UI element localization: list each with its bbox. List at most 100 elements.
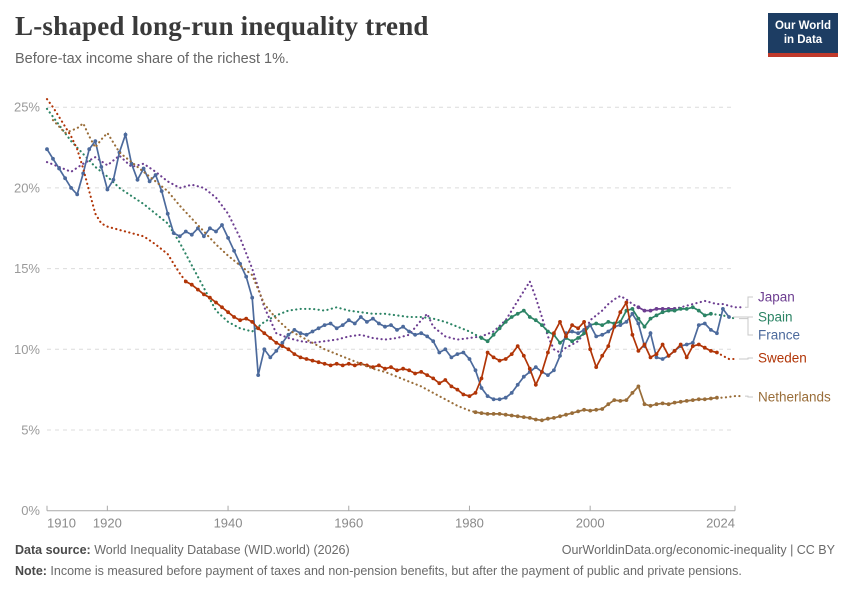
data-point-sweden-1944[interactable] (250, 320, 255, 324)
data-point-sweden-1950[interactable] (286, 347, 291, 352)
data-point-france-1965[interactable] (377, 321, 381, 326)
data-point-netherlands-1985[interactable] (497, 412, 502, 416)
data-point-spain-1989[interactable] (521, 308, 526, 313)
data-point-spain-2007[interactable] (630, 307, 635, 311)
data-point-france-2016[interactable] (684, 342, 689, 347)
data-point-france-1988[interactable] (515, 382, 520, 387)
data-point-netherlands-2016[interactable] (684, 399, 689, 403)
data-point-sweden-2011[interactable] (654, 352, 659, 356)
data-point-spain-1984[interactable] (491, 332, 496, 337)
data-point-sweden-1934[interactable] (189, 282, 194, 287)
data-point-france-1927[interactable] (147, 179, 152, 184)
data-point-sweden-1981[interactable] (473, 391, 478, 395)
data-point-sweden-2000[interactable] (588, 347, 593, 352)
data-point-sweden-1940[interactable] (226, 310, 231, 315)
data-point-france-1954[interactable] (310, 329, 315, 334)
data-point-sweden-2016[interactable] (684, 355, 689, 360)
data-point-sweden-1985[interactable] (497, 358, 502, 363)
data-point-spain-2005[interactable] (618, 320, 623, 324)
data-point-sweden-2015[interactable] (678, 342, 683, 347)
data-point-japan-2010[interactable] (648, 308, 653, 313)
data-point-france-1989[interactable] (521, 374, 526, 379)
data-point-spain-2010[interactable] (648, 316, 653, 321)
data-point-france-2011[interactable] (654, 355, 659, 360)
data-point-france-2002[interactable] (600, 332, 605, 337)
data-point-netherlands-2002[interactable] (600, 407, 605, 411)
data-point-france-1914[interactable] (69, 186, 73, 190)
data-point-france-1977[interactable] (449, 355, 454, 360)
legend-label-spain[interactable]: Spain (758, 310, 793, 325)
data-point-sweden-1949[interactable] (280, 344, 285, 348)
data-point-netherlands-2001[interactable] (594, 407, 599, 412)
data-point-spain-2018[interactable] (696, 308, 701, 313)
data-point-france-1945[interactable] (256, 373, 261, 377)
legend-label-japan[interactable]: Japan (758, 290, 795, 305)
legend-label-france[interactable]: France (758, 328, 800, 343)
data-point-sweden-1988[interactable] (515, 344, 520, 348)
data-point-france-1972[interactable] (419, 331, 424, 336)
data-point-netherlands-1994[interactable] (552, 416, 556, 420)
data-point-sweden-1998[interactable] (576, 326, 580, 331)
data-point-netherlands-1989[interactable] (521, 415, 526, 419)
data-point-sweden-2012[interactable] (660, 342, 665, 347)
series-line-netherlands-dotted-0[interactable] (51, 119, 477, 414)
data-point-france-1959[interactable] (340, 323, 345, 327)
data-point-netherlands-2010[interactable] (648, 403, 653, 408)
data-point-sweden-2001[interactable] (594, 365, 599, 369)
data-point-france-1970[interactable] (407, 329, 411, 334)
data-point-france-1930[interactable] (165, 211, 170, 216)
series-line-spain-dotted-0[interactable] (45, 107, 483, 340)
data-point-netherlands-2006[interactable] (624, 398, 629, 402)
data-point-france-1979[interactable] (461, 350, 466, 355)
data-point-sweden-2005[interactable] (618, 310, 623, 315)
data-point-netherlands-1987[interactable] (509, 413, 514, 418)
data-point-sweden-1971[interactable] (413, 371, 417, 376)
data-point-spain-1985[interactable] (497, 326, 502, 331)
data-point-france-1956[interactable] (322, 323, 327, 327)
data-point-sweden-1984[interactable] (491, 355, 496, 360)
data-point-spain-2017[interactable] (690, 305, 695, 310)
data-point-netherlands-2008[interactable] (636, 384, 641, 389)
data-point-sweden-1976[interactable] (443, 378, 448, 382)
data-point-france-2007[interactable] (630, 311, 635, 316)
data-point-sweden-1955[interactable] (316, 360, 321, 365)
data-point-spain-2009[interactable] (642, 324, 647, 329)
data-point-france-1933[interactable] (183, 229, 188, 234)
legend-label-sweden[interactable]: Sweden (758, 351, 807, 366)
data-point-sweden-2013[interactable] (666, 353, 671, 358)
data-point-sweden-1960[interactable] (346, 361, 351, 366)
data-point-sweden-1947[interactable] (268, 336, 273, 340)
data-point-netherlands-2018[interactable] (696, 397, 701, 402)
data-point-france-1974[interactable] (431, 339, 436, 344)
data-point-france-1941[interactable] (232, 248, 237, 253)
data-point-sweden-1942[interactable] (238, 318, 243, 323)
data-point-spain-1987[interactable] (509, 315, 514, 319)
data-point-sweden-1983[interactable] (485, 350, 490, 355)
data-point-france-1940[interactable] (226, 236, 231, 240)
data-point-france-2005[interactable] (618, 323, 623, 327)
data-point-sweden-1982[interactable] (479, 376, 484, 381)
data-point-france-1985[interactable] (497, 397, 502, 402)
data-point-netherlands-1990[interactable] (527, 416, 532, 420)
data-point-netherlands-2017[interactable] (690, 398, 695, 402)
data-point-france-1957[interactable] (328, 321, 333, 326)
data-point-france-1948[interactable] (274, 349, 279, 353)
data-point-netherlands-1999[interactable] (582, 407, 586, 412)
data-point-spain-1997[interactable] (570, 339, 574, 344)
data-point-france-1964[interactable] (371, 316, 375, 321)
data-point-spain-1998[interactable] (576, 336, 580, 340)
data-point-sweden-1958[interactable] (334, 361, 339, 366)
data-point-netherlands-1988[interactable] (515, 414, 520, 419)
data-point-france-1944[interactable] (250, 295, 255, 300)
data-point-sweden-1993[interactable] (546, 350, 550, 355)
data-point-spain-1995[interactable] (558, 340, 562, 345)
data-point-sweden-1992[interactable] (540, 370, 544, 374)
data-point-france-2019[interactable] (702, 321, 707, 326)
data-point-france-1935[interactable] (196, 226, 200, 231)
data-point-spain-2014[interactable] (672, 308, 677, 313)
data-point-spain-1990[interactable] (527, 315, 532, 319)
data-point-france-1955[interactable] (316, 326, 321, 331)
series-line-sweden-dotted-2[interactable] (715, 351, 737, 361)
data-point-spain-2011[interactable] (654, 313, 659, 318)
data-point-netherlands-1982[interactable] (479, 411, 484, 415)
